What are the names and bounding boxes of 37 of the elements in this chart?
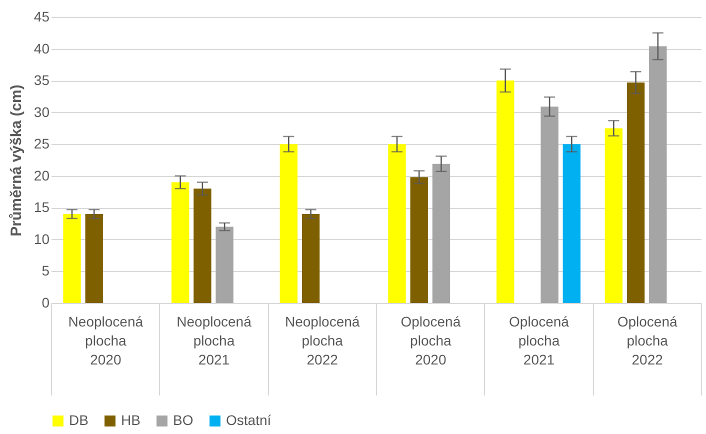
bar (280, 144, 298, 303)
legend-label: HB (121, 412, 140, 428)
legend-label: BO (173, 412, 194, 428)
bar (410, 177, 428, 303)
bar (302, 214, 320, 303)
bar (432, 164, 450, 303)
bar (649, 46, 667, 303)
y-tick-label: 20 (34, 167, 50, 184)
bar (85, 214, 103, 303)
bar (496, 80, 514, 303)
x-tick-label: Neoplocená plocha 2021 (176, 314, 252, 368)
y-tick-label: 0 (42, 294, 50, 310)
y-tick-label: 30 (34, 104, 50, 120)
y-tick-label: 5 (42, 262, 50, 279)
y-tick-label: 35 (34, 72, 50, 88)
bar (194, 188, 212, 303)
bar (63, 214, 81, 303)
bar (171, 182, 190, 303)
y-tick-label: 40 (34, 40, 50, 56)
x-tick-label: Oplocená plocha 2021 (509, 314, 570, 368)
y-axis-title: Průměrná výška (cm) (8, 84, 25, 236)
bar (562, 144, 581, 303)
y-tick-label: 45 (34, 8, 50, 24)
x-tick-label: Neoplocená plocha 2022 (284, 314, 360, 368)
legend-label: DB (69, 412, 88, 428)
legend-label: Ostatní (226, 412, 272, 428)
y-tick-label: 15 (34, 199, 50, 216)
y-tick-label: 10 (34, 230, 50, 247)
x-tick-label: Oplocená plocha 2020 (400, 314, 461, 368)
bar (626, 82, 645, 303)
y-tick-label: 25 (34, 136, 50, 152)
x-tick-label: Oplocená plocha 2022 (617, 314, 678, 368)
bar (216, 226, 234, 303)
bar (388, 144, 406, 303)
x-tick-label: Neoplocená plocha 2020 (68, 314, 144, 368)
bar (604, 128, 623, 303)
bar (540, 106, 558, 303)
